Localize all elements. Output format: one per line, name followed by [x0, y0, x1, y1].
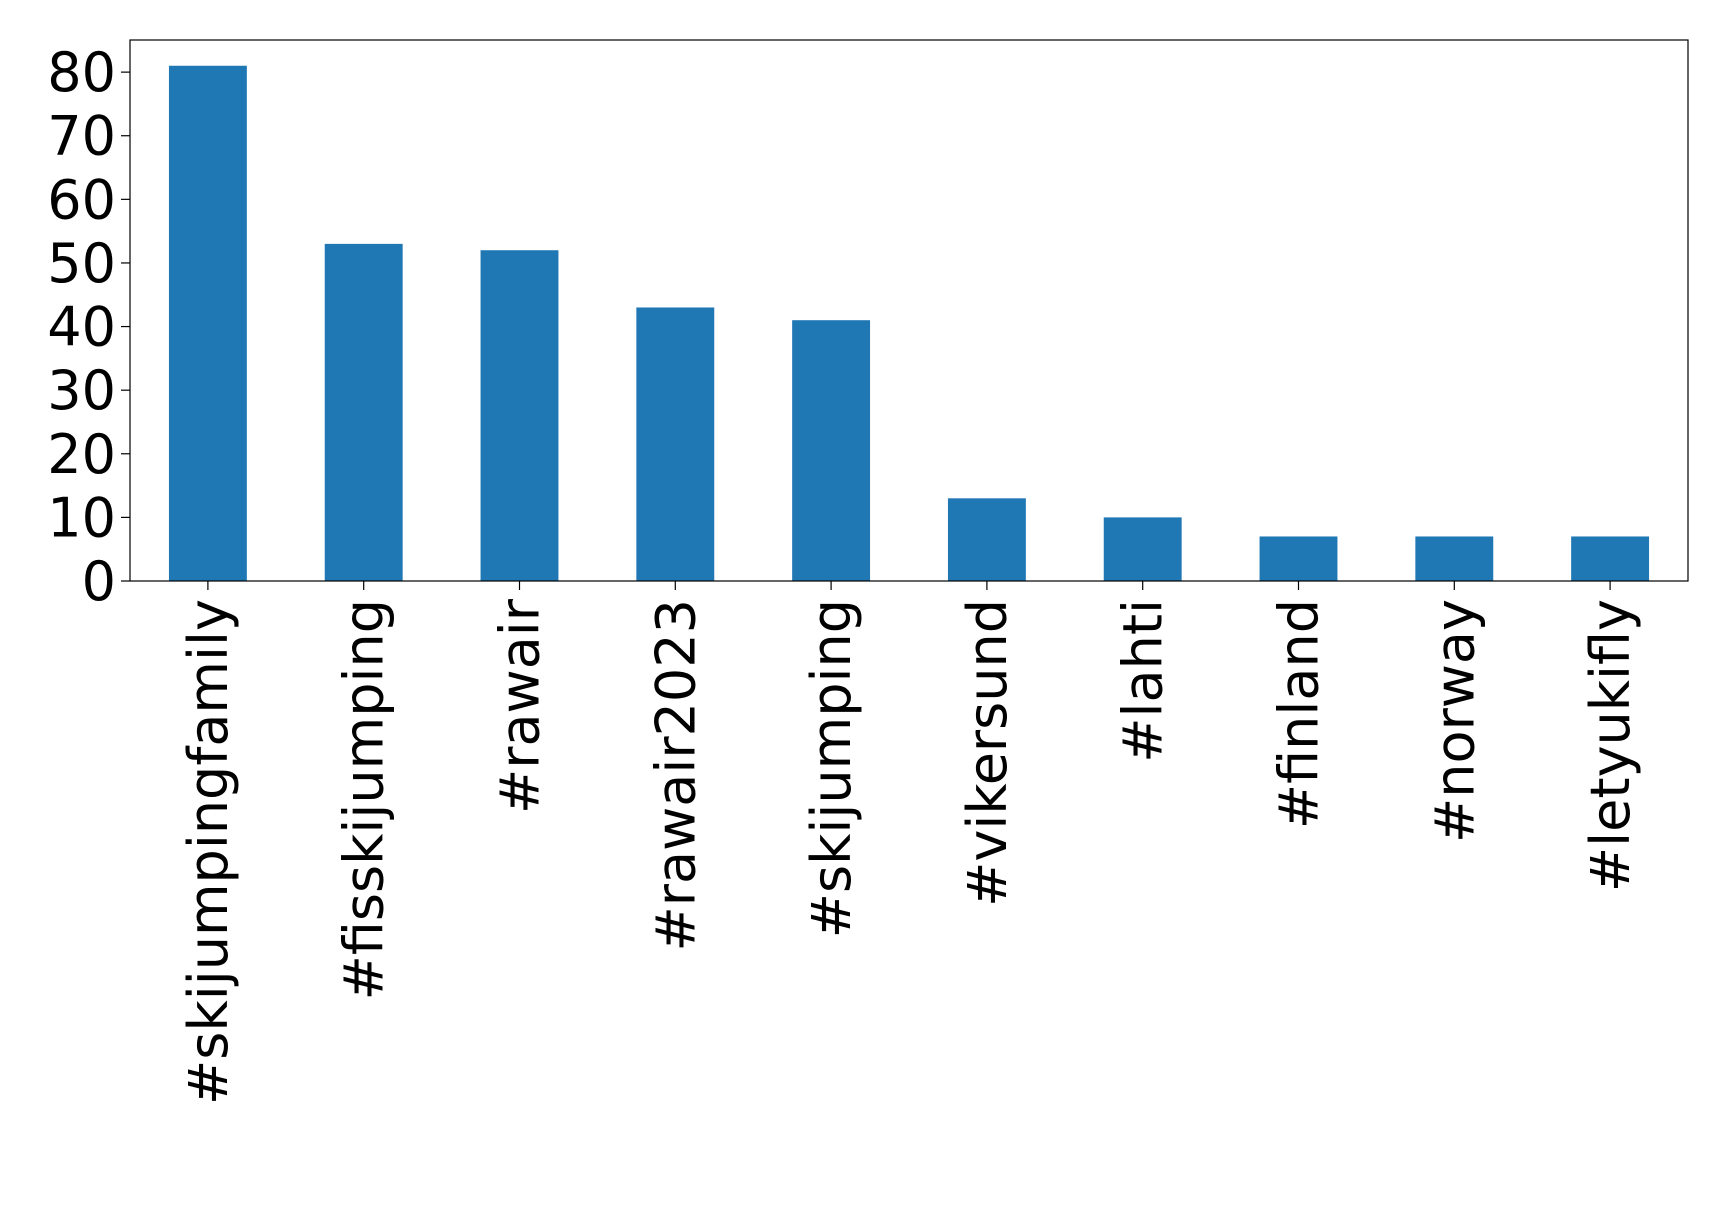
bar — [1103, 517, 1182, 581]
x-tick-label: #letyukifly — [1579, 599, 1642, 892]
y-tick-label: 70 — [47, 105, 116, 168]
plot-frame — [129, 39, 1689, 582]
y-tick-label: 50 — [47, 232, 116, 295]
bar — [1259, 536, 1338, 581]
bar — [324, 243, 403, 581]
x-tick-label: #norway — [1423, 599, 1486, 843]
x-tick-label: #vikersund — [956, 599, 1019, 907]
x-tick-label: #lahti — [1112, 599, 1175, 763]
bar — [1571, 536, 1650, 581]
x-tick-label: #skijumping — [800, 599, 863, 938]
x-tick-label: #skijumpingfamily — [177, 599, 240, 1105]
y-tick-label: 10 — [47, 486, 116, 549]
y-tick-label: 80 — [47, 41, 116, 104]
y-tick-label: 20 — [47, 423, 116, 486]
x-tick-label: #rawair2023 — [644, 599, 707, 951]
x-tick-label: #finland — [1268, 599, 1331, 829]
bar — [792, 320, 871, 581]
bar — [168, 65, 247, 581]
y-tick-label: 30 — [47, 359, 116, 422]
bar — [947, 498, 1026, 581]
x-tick-label: #rawair — [489, 598, 552, 814]
y-tick-label: 40 — [47, 296, 116, 359]
bar — [480, 250, 559, 581]
bar — [1415, 536, 1494, 581]
y-tick-label: 0 — [82, 550, 116, 613]
bar — [636, 307, 715, 581]
y-tick-label: 60 — [47, 168, 116, 231]
x-tick-label: #fisskijumping — [333, 599, 396, 1000]
